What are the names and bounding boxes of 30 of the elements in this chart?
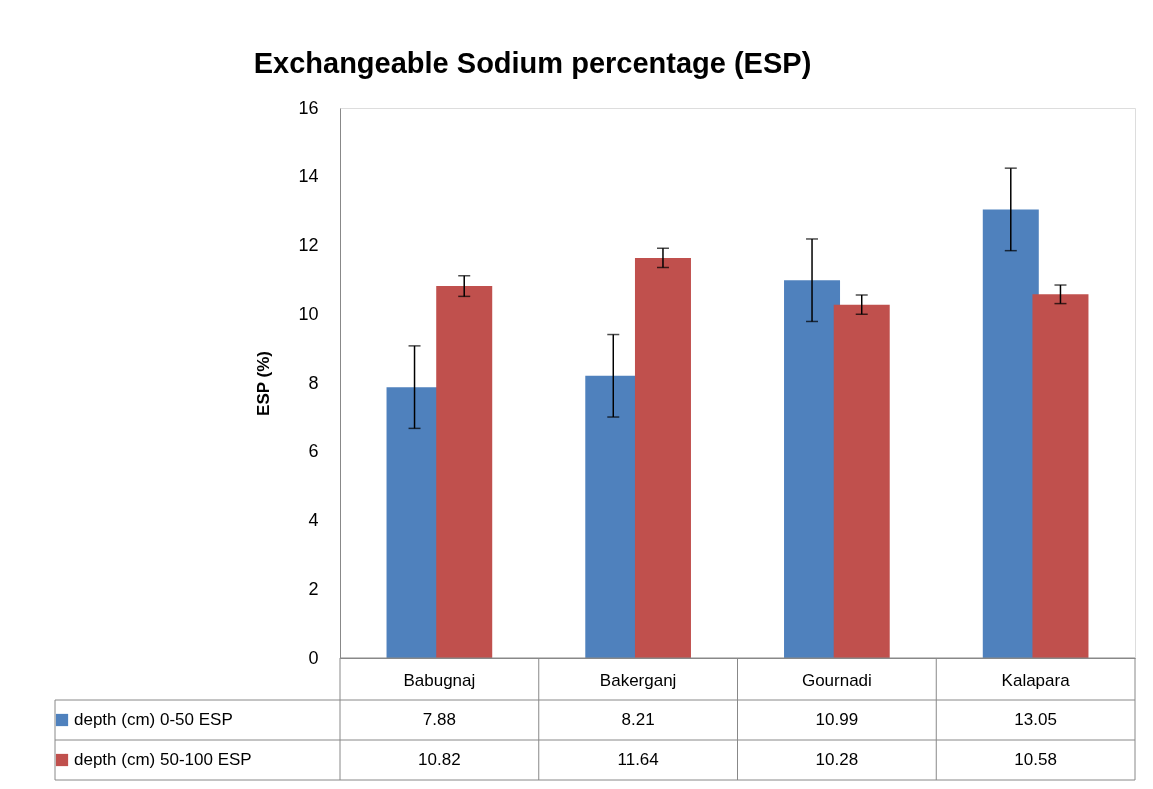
x-tick-label: Gournadi: [801, 670, 872, 690]
y-tick-label: 2: [308, 578, 319, 599]
y-tick-label: 12: [298, 235, 319, 255]
y-axis-title: ESP (%): [254, 351, 274, 416]
y-tick-label: 14: [298, 166, 319, 187]
bar: [784, 280, 841, 658]
bar: [833, 304, 890, 658]
data-label: 13.05: [1014, 710, 1057, 729]
chart-title: Exchangeable Sodium percentage (ESP): [253, 47, 812, 79]
y-tick-label: 4: [308, 510, 319, 530]
x-tick-label: Babugnaj: [403, 670, 476, 690]
data-label: 10.82: [418, 750, 461, 769]
x-tick-label: Kalapara: [1001, 670, 1071, 690]
y-tick-label: 8: [308, 372, 319, 393]
data-label: 8.21: [621, 710, 655, 729]
bar: [1032, 294, 1089, 658]
legend-label: depth (cm) 0-50 ESP: [74, 710, 233, 729]
data-label: 10.58: [1014, 750, 1057, 769]
legend-label: depth (cm) 50-100 ESP: [74, 750, 252, 769]
bar: [634, 257, 691, 658]
y-tick-label: 16: [298, 97, 319, 118]
x-tick-label: Bakerganj: [599, 670, 677, 690]
data-label: 10.28: [815, 750, 859, 769]
bar: [436, 286, 493, 658]
y-tick-label: 0: [308, 647, 319, 668]
y-tick-label: 6: [308, 441, 319, 462]
data-label: 10.99: [815, 710, 859, 729]
data-label: 7.88: [422, 710, 456, 729]
data-label: 11.64: [617, 750, 659, 769]
y-tick-label: 10: [298, 303, 319, 324]
